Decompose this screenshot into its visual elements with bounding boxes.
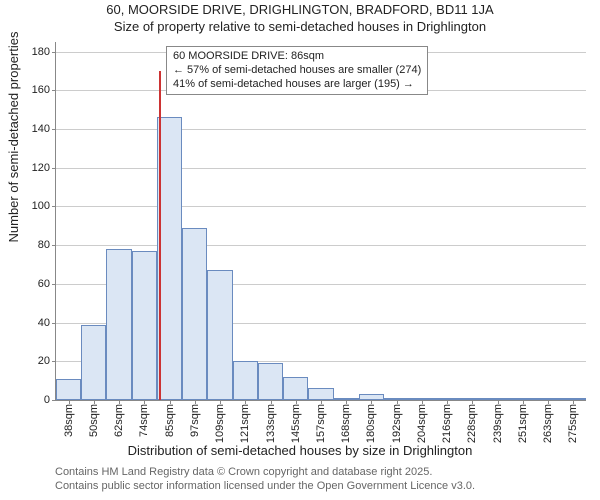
x-tick-label: 204sqm — [416, 404, 428, 443]
page: { "chart": { "type": "histogram", "title… — [0, 0, 600, 500]
y-tick-label: 40 — [38, 317, 50, 329]
y-tick-mark — [52, 400, 56, 401]
x-tick-label: 109sqm — [214, 404, 226, 443]
y-tick-mark — [52, 168, 56, 169]
histogram-bar — [182, 228, 207, 400]
histogram-bar — [258, 363, 283, 400]
x-tick-label: 97sqm — [189, 404, 201, 437]
x-tick-label: 38sqm — [63, 404, 75, 437]
gridline — [56, 129, 586, 130]
y-tick-mark — [52, 323, 56, 324]
y-tick-label: 80 — [38, 239, 50, 251]
x-tick-label: 74sqm — [138, 404, 150, 437]
info-box-line1: 60 MOORSIDE DRIVE: 86sqm — [173, 50, 421, 64]
info-box-line2: ← 57% of semi-detached houses are smalle… — [173, 64, 421, 78]
x-tick-label: 275sqm — [567, 404, 579, 443]
y-tick-label: 0 — [44, 394, 50, 406]
y-tick-mark — [52, 245, 56, 246]
y-tick-label: 160 — [32, 84, 50, 96]
gridline — [56, 245, 586, 246]
y-tick-label: 140 — [32, 123, 50, 135]
x-tick-label: 145sqm — [290, 404, 302, 443]
y-tick-label: 20 — [38, 355, 50, 367]
x-tick-label: 263sqm — [542, 404, 554, 443]
histogram-bar — [106, 249, 131, 400]
histogram-bar — [132, 251, 157, 400]
x-tick-label: 133sqm — [265, 404, 277, 443]
info-box-line3: 41% of semi-detached houses are larger (… — [173, 78, 421, 92]
y-tick-mark — [52, 90, 56, 91]
y-tick-label: 60 — [38, 278, 50, 290]
x-tick-label: 192sqm — [391, 404, 403, 443]
x-tick-label: 216sqm — [441, 404, 453, 443]
histogram-plot-area: 02040608010012014016018038sqm50sqm62sqm7… — [55, 42, 586, 401]
y-tick-label: 180 — [32, 46, 50, 58]
y-tick-mark — [52, 129, 56, 130]
marker-info-box: 60 MOORSIDE DRIVE: 86sqm ← 57% of semi-d… — [166, 46, 428, 95]
x-tick-label: 50sqm — [88, 404, 100, 437]
x-tick-label: 157sqm — [315, 404, 327, 443]
x-tick-label: 251sqm — [517, 404, 529, 443]
x-tick-label: 85sqm — [164, 404, 176, 437]
x-tick-label: 121sqm — [239, 404, 251, 443]
y-tick-mark — [52, 206, 56, 207]
footer-line1: Contains HM Land Registry data © Crown c… — [55, 466, 432, 478]
histogram-bar — [308, 388, 333, 400]
gridline — [56, 168, 586, 169]
y-tick-mark — [52, 52, 56, 53]
chart-title-line2: Size of property relative to semi-detach… — [0, 19, 600, 34]
x-axis-label: Distribution of semi-detached houses by … — [0, 443, 600, 458]
y-tick-label: 120 — [32, 162, 50, 174]
histogram-bar — [207, 270, 232, 400]
y-tick-mark — [52, 361, 56, 362]
x-tick-label: 239sqm — [492, 404, 504, 443]
marker-line — [159, 71, 161, 400]
chart-title-line1: 60, MOORSIDE DRIVE, DRIGHLINGTON, BRADFO… — [0, 2, 600, 17]
histogram-bar — [56, 379, 81, 400]
y-tick-mark — [52, 284, 56, 285]
footer-line2: Contains public sector information licen… — [55, 480, 475, 492]
histogram-bar — [233, 361, 258, 400]
x-tick-label: 62sqm — [113, 404, 125, 437]
histogram-bar — [283, 377, 308, 400]
x-tick-label: 180sqm — [365, 404, 377, 443]
y-axis-label: Number of semi-detached properties — [6, 32, 21, 243]
y-tick-label: 100 — [32, 200, 50, 212]
x-tick-label: 228sqm — [466, 404, 478, 443]
histogram-bar — [81, 325, 106, 400]
x-tick-label: 168sqm — [340, 404, 352, 443]
gridline — [56, 206, 586, 207]
